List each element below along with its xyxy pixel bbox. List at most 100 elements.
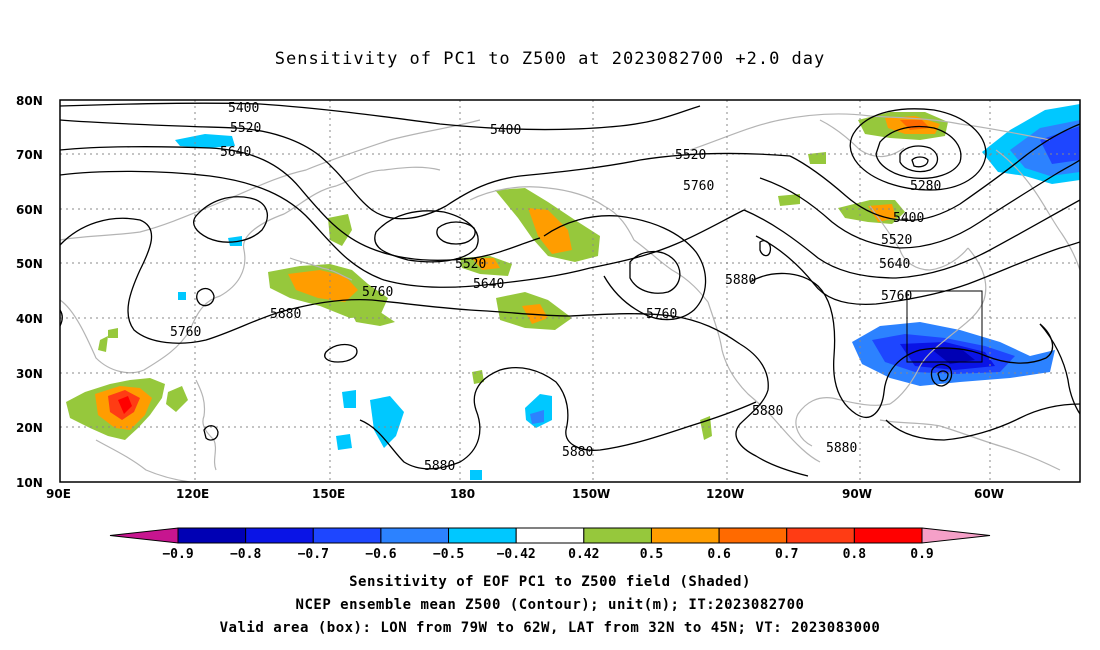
- contour-5520-east: [759, 159, 1080, 249]
- positive-area: [108, 328, 118, 338]
- lon-tick-label: 90E: [46, 487, 71, 501]
- contour-5880-hurricane: [930, 363, 953, 387]
- contour-label: 5520: [230, 121, 261, 136]
- lon-tick-label: 90W: [842, 487, 872, 501]
- contour-label: 5280: [910, 179, 941, 194]
- colorbar-tick-label: −0.5: [433, 547, 464, 562]
- colorbar-tick-label: 0.5: [640, 547, 663, 562]
- lon-tick-label: 120E: [176, 487, 209, 501]
- latitude-labels: 80N 70N 60N 50N 40N 30N 20N 10N: [16, 94, 43, 490]
- gridlines: [60, 100, 1080, 482]
- negative-area: [175, 134, 235, 148]
- colorbar-segment: [650, 527, 720, 544]
- contour-label: 5760: [683, 179, 714, 194]
- negative-area: [342, 390, 356, 408]
- colorbar-segment: [718, 527, 788, 544]
- colorbar-tick-label: 0.7: [775, 547, 798, 562]
- contour-5760-ridge: [629, 251, 681, 294]
- valid-area-box: [906, 290, 983, 363]
- lat-tick-label: 30N: [16, 367, 43, 381]
- contour-5640-east: [743, 199, 1080, 279]
- coastline-gulf: [795, 397, 891, 447]
- negative-area: [930, 348, 975, 364]
- negative-area: [228, 236, 242, 246]
- caption-line-3: Valid area (box): LON from 79W to 62W, L…: [219, 620, 881, 636]
- contour-5520-west: [60, 119, 791, 220]
- contour-5880-atlantic: [1039, 323, 1080, 415]
- coastline-greenland: [995, 149, 1080, 271]
- colorbar: −0.9 −0.8 −0.7 −0.6 −0.5 −0.42 0.42 0.5 0.6 0.7 0.…: [109, 527, 991, 562]
- coastline-alaska: [469, 186, 709, 303]
- negative-area: [530, 410, 544, 424]
- contour-label: 5760: [881, 289, 912, 304]
- coastline-na-north: [689, 113, 1051, 151]
- lat-tick-label: 60N: [16, 203, 43, 217]
- lat-tick-label: 20N: [16, 421, 43, 435]
- contour-label: 5880: [270, 307, 301, 322]
- colorbar-segment: [853, 527, 923, 544]
- colorbar-segment: [380, 527, 450, 544]
- contour-label: 5400: [490, 123, 521, 138]
- coastline-philippines: [195, 379, 217, 471]
- coastline-caribbean: [879, 419, 1061, 471]
- contour-5880-small-2: [324, 343, 358, 363]
- map-title: Sensitivity of PC1 to Z500 at 2023082700…: [274, 49, 826, 69]
- colorbar-extend-high: [921, 527, 991, 544]
- contour-5880-caribbean: [885, 403, 1080, 441]
- contour-labels: 5400 5520 5640 5400 5520 5760 5520 5640 …: [170, 101, 941, 474]
- lon-tick-label: 150W: [572, 487, 610, 501]
- colorbar-tick-label: 0.9: [910, 547, 933, 562]
- coastline-sea-islands: [95, 439, 191, 482]
- contour-5760-center: [543, 215, 707, 321]
- coastline-asia-north: [60, 119, 481, 241]
- negative-area: [470, 470, 482, 480]
- coastline-hudson: [869, 205, 969, 271]
- contour-5280-low-mid: [875, 125, 962, 180]
- contour-label: 5520: [881, 233, 912, 248]
- longitude-labels: 90E 120E 150E 180 150W 120W 90W 60W: [46, 487, 1004, 501]
- contour-5880-east: [735, 343, 809, 477]
- positive-area: [472, 258, 500, 270]
- colorbar-tick-label: −0.7: [298, 547, 329, 562]
- contour-5880-east-main: [749, 272, 1054, 418]
- contour-label: 5640: [220, 145, 251, 160]
- contour-5520-low: [374, 210, 479, 263]
- lat-tick-label: 70N: [16, 148, 43, 162]
- positive-area: [528, 208, 572, 254]
- coastlines: [60, 113, 1080, 482]
- colorbar-tick-label: −0.6: [365, 547, 396, 562]
- z500-contours: [60, 102, 1080, 477]
- colorbar-tick-label: 0.42: [568, 547, 599, 562]
- map-frame: [59, 99, 1081, 483]
- contour-label: 5400: [228, 101, 259, 116]
- contour-5880-small-3: [203, 425, 219, 441]
- caption-line-2: NCEP ensemble mean Z500 (Contour); unit(…: [295, 597, 805, 613]
- contour-label: 5760: [646, 307, 677, 322]
- contour-5640-west: [60, 146, 541, 261]
- positive-area: [352, 312, 395, 326]
- contour-label: 5400: [893, 211, 924, 226]
- contour-5880-north-loop: [193, 196, 268, 243]
- contour-label: 5880: [424, 459, 455, 474]
- lat-tick-label: 40N: [16, 312, 43, 326]
- colorbar-tick-label: 0.8: [843, 547, 867, 562]
- contour-label: 5760: [170, 325, 201, 340]
- positive-area: [98, 336, 108, 352]
- coastline-japan: [289, 257, 353, 281]
- contour-5760-west: [60, 170, 745, 288]
- contour-5880-west: [60, 217, 741, 345]
- contour-label: 5640: [473, 277, 504, 292]
- coastline-na-east: [889, 247, 987, 405]
- colorbar-segment: [515, 527, 585, 544]
- colorbar-segment: [177, 527, 247, 544]
- colorbar-segment: [786, 527, 855, 544]
- lon-tick-label: 60W: [974, 487, 1004, 501]
- negative-area: [336, 434, 352, 450]
- contour-label: 5640: [879, 257, 910, 272]
- colorbar-segment: [312, 527, 382, 544]
- colorbar-segment: [448, 527, 517, 544]
- contour-5400-west: [60, 102, 701, 131]
- lon-tick-label: 180: [450, 487, 475, 501]
- lon-tick-label: 150E: [312, 487, 345, 501]
